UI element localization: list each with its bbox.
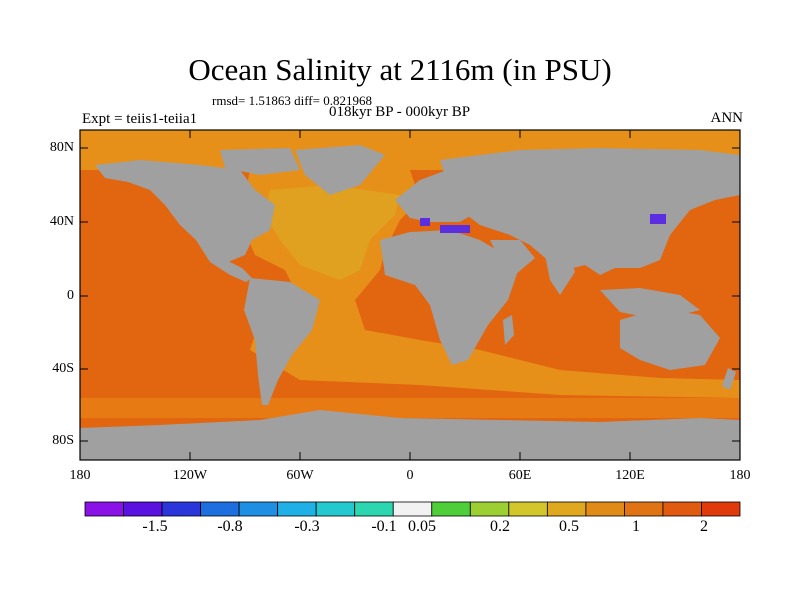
colorbar-label: -1.5	[142, 518, 168, 535]
axis-ticks	[80, 130, 740, 460]
colorbar-swatch	[701, 501, 741, 517]
colorbar-swatch	[546, 501, 587, 517]
central-america	[196, 240, 252, 282]
colorbar-label: -0.3	[294, 518, 320, 535]
south-america	[244, 278, 320, 405]
arabia	[490, 240, 535, 275]
antarctica	[80, 410, 740, 460]
colorbar-label: -0.8	[217, 518, 243, 535]
lat-label-40s: 40S	[52, 361, 74, 376]
lat-label-0: 0	[67, 288, 74, 303]
north-america	[95, 160, 275, 262]
southern-ocean	[80, 398, 740, 418]
new-zealand	[722, 368, 736, 390]
africa	[380, 230, 520, 365]
arctic-islands	[220, 148, 300, 175]
colorbar-label: -0.1	[371, 518, 397, 535]
mediterranean-east-patch	[440, 225, 470, 233]
lat-label-80s: 80S	[52, 433, 74, 448]
lon-label-120w: 120W	[172, 468, 208, 483]
greenland	[295, 145, 385, 195]
lat-label-40n: 40N	[49, 214, 74, 229]
colorbar-swatch	[662, 501, 702, 517]
land-masses	[80, 145, 740, 460]
map-fields	[80, 130, 740, 460]
colorbar-swatch	[469, 501, 510, 517]
colorbar-swatch	[161, 501, 201, 517]
colorbar-label: 0.5	[559, 518, 579, 535]
negative-anomaly-patches	[420, 214, 666, 233]
colorbar	[84, 501, 741, 517]
season-label: ANN	[710, 110, 744, 126]
madagascar	[503, 315, 514, 345]
colorbar-swatch	[315, 501, 356, 517]
colorbar-swatch	[392, 501, 433, 517]
japan-sea-patch	[650, 214, 666, 224]
lon-label-180e: 180	[729, 468, 751, 483]
india	[545, 255, 575, 295]
north-atlantic	[265, 185, 400, 280]
colorbar-label: 0.05	[408, 518, 436, 535]
colorbar-swatch	[200, 501, 240, 517]
colorbar-swatch	[508, 501, 548, 517]
stats-line: rmsd= 1.51863 diff= 0.821968	[212, 93, 372, 108]
colorbar-swatch	[354, 501, 394, 517]
colorbar-swatch	[277, 501, 317, 517]
colorbar-label: 1	[632, 518, 640, 535]
map-title: Ocean Salinity at 2116m (in PSU)	[188, 52, 612, 87]
mediterranean-west-patch	[420, 218, 430, 226]
colorbar-label: 0.2	[490, 518, 510, 535]
colorbar-swatch	[585, 501, 625, 517]
colorbar-label: 2	[700, 518, 708, 535]
lon-label-180w: 180	[69, 468, 91, 483]
lon-label-0: 0	[406, 468, 414, 483]
lat-label-80n: 80N	[49, 140, 74, 155]
australia	[620, 308, 720, 370]
period-label: 018kyr BP - 000kyr BP	[329, 104, 471, 120]
lon-label-120e: 120E	[615, 468, 645, 483]
colorbar-swatch	[431, 501, 471, 517]
experiment-label: Expt = teiis1-teiia1	[82, 111, 198, 127]
colorbar-swatch	[624, 501, 664, 517]
colorbar-swatch	[238, 501, 279, 517]
lon-label-60e: 60E	[508, 468, 532, 483]
lon-label-60w: 60W	[286, 468, 314, 483]
colorbar-swatch	[123, 501, 163, 517]
colorbar-swatch	[84, 501, 124, 517]
asia	[440, 148, 740, 275]
